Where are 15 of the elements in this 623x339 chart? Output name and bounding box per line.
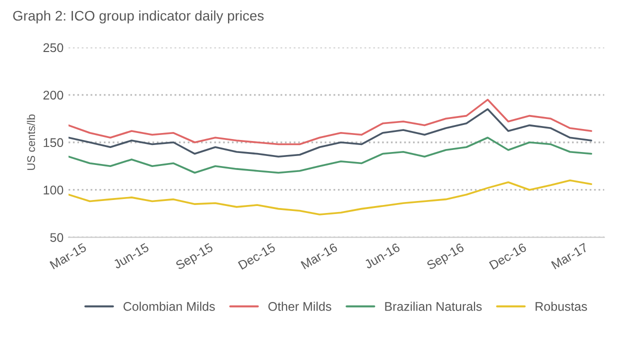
chart-title: Graph 2: ICO group indicator daily prices [13,10,264,24]
y-tick-label: 200 [43,90,64,100]
legend-label: Robustas [536,302,587,311]
legend-label: Other Milds [268,302,332,311]
y-tick-label: 100 [44,186,64,194]
y-axis-title: US cents/lb [26,114,36,170]
legend-label: Colombian Milds [124,302,215,311]
line-series [68,98,592,146]
y-tick-label: 250 [43,43,64,52]
line-series [68,136,592,174]
legend-label: Brazilian Naturals [385,302,482,311]
line-series [68,179,592,216]
line-series [68,108,592,158]
y-tick-label: 150 [44,138,64,148]
y-tick-label: 50 [50,233,64,242]
